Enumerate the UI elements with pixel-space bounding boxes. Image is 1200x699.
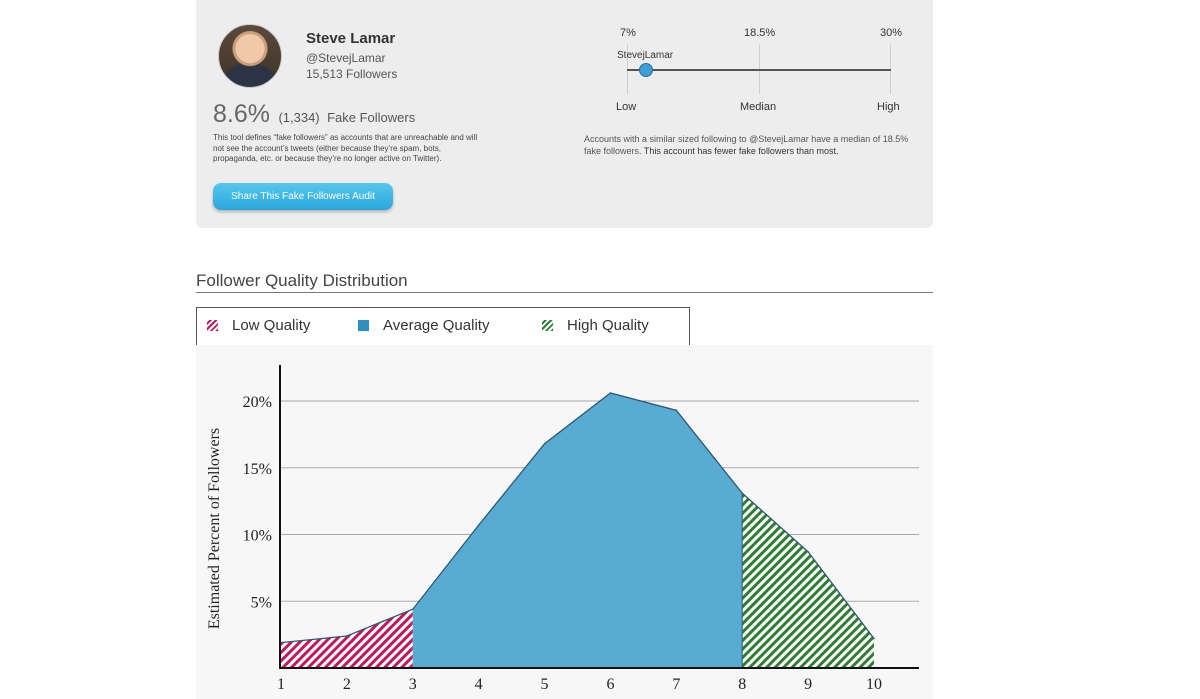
scale-high-label: High [877, 101, 900, 113]
share-audit-button[interactable]: Share This Fake Followers Audit [213, 183, 393, 210]
area-segment-average-quality [412, 392, 743, 668]
legend-average: Average Quality [358, 317, 489, 334]
low-quality-swatch [207, 320, 218, 331]
y-tick-label: 10% [243, 528, 272, 545]
legend-low-label: Low Quality [232, 317, 311, 334]
quality-distribution-chart: 5% 10% 15% 20% 1 2 3 4 5 6 7 8 9 10 Estimated Percent … [206, 365, 919, 699]
data-point-10 [873, 637, 875, 640]
legend-low: Low Quality [207, 317, 310, 334]
scale-median-label: Median [740, 101, 777, 113]
median-comparison-note: Accounts with a similar sized following … [584, 133, 924, 157]
axis-labels: 5% 10% 15% 20% 1 2 3 4 5 6 7 8 9 10 Estimated Percent … [206, 394, 882, 699]
scale-track [627, 69, 891, 71]
area-segment-low-quality [281, 609, 413, 668]
x-tick-label: 7 [672, 676, 680, 693]
y-tick-label: 20% [243, 394, 272, 411]
x-tick-label: 6 [606, 676, 614, 693]
fake-count: (1,334) [278, 110, 320, 125]
scale-high-value: 30% [880, 27, 903, 39]
data-point-5 [543, 442, 546, 445]
x-tick-label: 5 [541, 676, 549, 693]
x-tick-label: 8 [738, 676, 746, 693]
scale-marker-label: StevejLamar [617, 50, 674, 61]
scale-low-value: 7% [620, 27, 636, 39]
high-quality-swatch [542, 320, 553, 331]
profile-name: Steve Lamar [306, 30, 396, 47]
y-tick-label: 15% [243, 461, 272, 478]
section-title: Follower Quality Distribution [196, 271, 408, 290]
profile-handle: @StevejLamar [306, 51, 386, 65]
fake-followers-summary: 8.6% (1,334) Fake Followers [213, 100, 415, 129]
x-tick-label: 2 [343, 676, 351, 693]
legend-high: High Quality [542, 317, 649, 334]
data-point-4 [477, 524, 480, 526]
x-tick-label: 1 [277, 676, 285, 693]
median-note-text: Accounts with a similar sized following … [584, 134, 909, 156]
x-tick-label: 3 [409, 676, 417, 693]
legend-high-label: High Quality [567, 317, 649, 334]
y-axis-title: Estimated Percent of Followers [206, 428, 223, 629]
area-segments [280, 392, 875, 668]
fake-definition-text: This tool defines “fake followers” as ac… [213, 133, 478, 163]
x-tick-label: 4 [475, 676, 483, 693]
legend-average-label: Average Quality [383, 317, 490, 334]
fake-label: Fake Followers [327, 110, 416, 125]
scale-position-marker [639, 63, 653, 77]
data-point-3 [411, 608, 414, 611]
data-point-7 [675, 409, 678, 412]
chart-legend: Low Quality Average Quality High Quality [196, 307, 690, 346]
area-segment-high-quality [742, 493, 874, 668]
data-point-6 [609, 392, 612, 394]
avatar [218, 24, 282, 88]
distribution-outline [280, 392, 875, 644]
audit-summary-card: Steve Lamar @StevejLamar 15,513 Follower… [196, 0, 933, 228]
scale-low-label: Low [616, 101, 637, 113]
average-quality-swatch [358, 320, 369, 331]
fake-percentage: 8.6% [213, 100, 270, 128]
data-point-9 [807, 551, 809, 553]
median-note-emphasis: This account has fewer fake followers th… [643, 146, 839, 156]
x-tick-label: 10 [866, 676, 882, 693]
axes [279, 365, 919, 669]
y-tick-label: 5% [251, 594, 272, 611]
data-point-2 [346, 635, 348, 637]
x-tick-label: 9 [804, 676, 812, 693]
follower-count: 15,513 Followers [306, 67, 398, 81]
section-divider [196, 292, 933, 293]
scale-median-value: 18.5% [744, 27, 776, 39]
